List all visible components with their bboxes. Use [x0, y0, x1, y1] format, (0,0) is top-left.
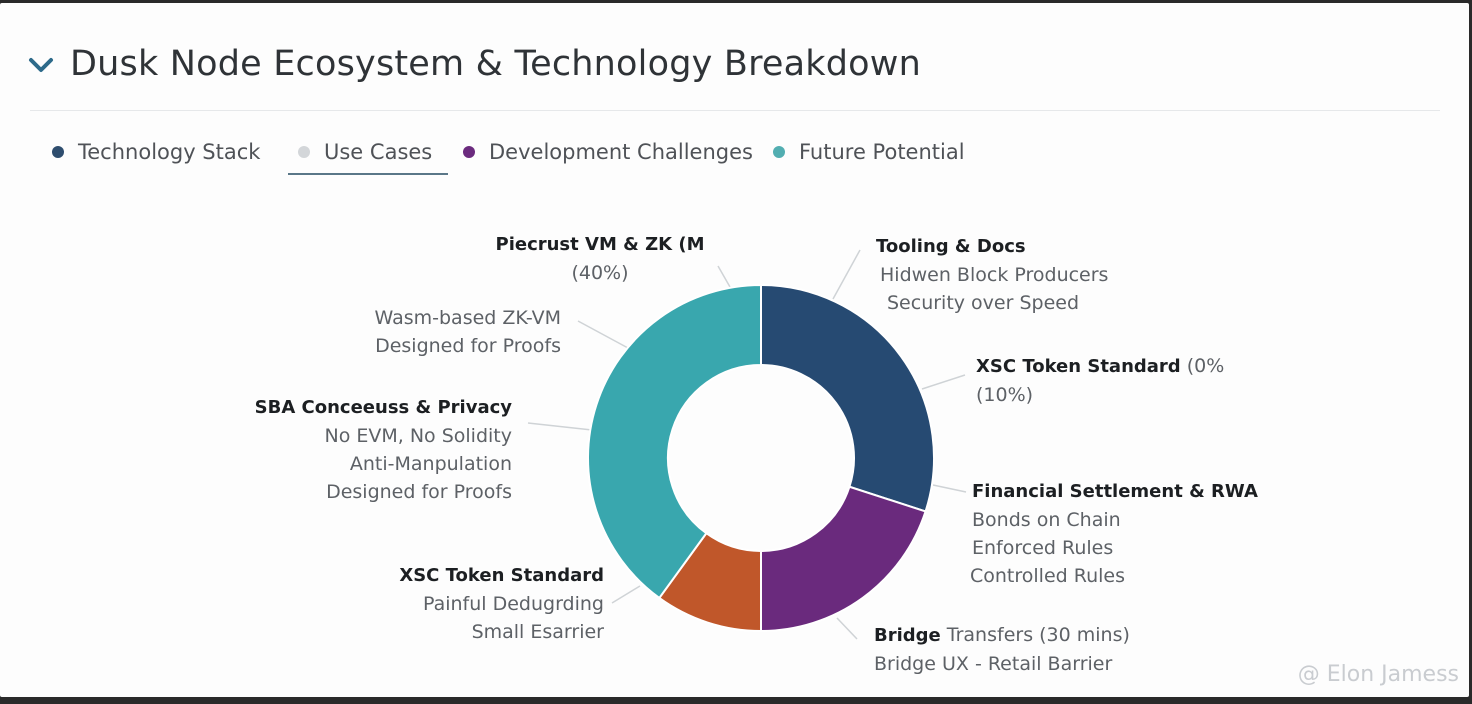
leader-line: [832, 249, 861, 300]
label-title: XSC Token Standard: [976, 356, 1181, 377]
label-title: Bridge: [874, 625, 941, 646]
leader-line: [932, 484, 967, 493]
label-financial: Financial Settlement & RWA Bonds on Chai…: [970, 478, 1258, 590]
tab-label: Use Cases: [324, 140, 433, 164]
divider: [30, 110, 1440, 111]
label-line: Bridge UX - Retail Barrier: [874, 653, 1113, 675]
leader-line: [921, 374, 966, 390]
tab-development-challenges[interactable]: Development Challenges: [463, 131, 753, 173]
label-title: Tooling & Docs: [876, 236, 1026, 257]
leader-lines: [527, 249, 967, 640]
label-suffix: (0%: [1180, 355, 1225, 377]
donut-slice: [587, 283, 762, 600]
tab-label: Technology Stack: [78, 140, 261, 164]
slices: [587, 283, 935, 633]
label-line: Hidwen Block Producers: [880, 264, 1109, 286]
tab-label: Future Potential: [799, 140, 965, 164]
label-title: Financial Settlement & RWA: [972, 481, 1258, 502]
donut-slice: [760, 283, 935, 513]
label-line: Controlled Rules: [970, 565, 1126, 587]
label-title: SBA Conceeuss & Privacy: [254, 397, 512, 418]
label-xsc-right: XSC Token Standard (0% (10%): [976, 352, 1224, 409]
label-line: Designed for Proofs: [326, 481, 512, 503]
label-line: No EVM, No Solidity: [324, 425, 512, 447]
donut-slice: [760, 485, 927, 633]
leader-line: [611, 585, 641, 604]
label-wasm: Wasm-based ZK-VM Designed for Proofs: [375, 304, 561, 360]
donut-chart: [527, 249, 967, 640]
leader-line: [527, 422, 593, 431]
page-title: Dusk Node Ecosystem & Technology Breakdo…: [70, 44, 921, 84]
chart-card: Dusk Node Ecosystem & Technology Breakdo…: [0, 3, 1469, 697]
label-line: Small Esarrier: [471, 621, 604, 643]
leader-line: [577, 320, 629, 349]
label-percent: (40%): [571, 262, 629, 284]
label-line: Anti-Manpulation: [349, 453, 512, 475]
tab-dot: [298, 146, 310, 158]
tab-label: Development Challenges: [489, 140, 753, 164]
tab-dot: [52, 146, 64, 158]
label-line: Bonds on Chain: [972, 509, 1121, 531]
tab-dot: [463, 146, 475, 158]
tab-technology-stack[interactable]: Technology Stack: [52, 131, 260, 173]
label-line: Enforced Rules: [972, 537, 1114, 559]
label-line: Wasm-based ZK-VM: [374, 307, 561, 329]
label-title: Piecrust VM & ZK (M: [495, 234, 705, 255]
label-tooling: Tooling & Docs Hidwen Block Producers Se…: [876, 233, 1108, 317]
chevron-down-icon[interactable]: [28, 55, 54, 75]
label-sba: SBA Conceeuss & Privacy No EVM, No Solid…: [255, 394, 512, 506]
label-title: XSC Token Standard: [399, 565, 604, 586]
label-suffix: Transfers (30 mins): [940, 624, 1130, 646]
label-line: Security over Speed: [887, 292, 1080, 314]
label-bridge: Bridge Transfers (30 mins) Bridge UX - R…: [874, 621, 1130, 678]
label-xsc-left: XSC Token Standard Painful Dedugrding Sm…: [399, 562, 604, 646]
label-piecrust: Piecrust VM & ZK (M (40%): [480, 231, 720, 287]
tab-dot: [773, 146, 785, 158]
leader-line: [717, 265, 731, 288]
label-line: Designed for Proofs: [375, 335, 561, 357]
label-line: Painful Dedugrding: [422, 593, 604, 615]
label-percent: (10%): [976, 384, 1034, 406]
leader-line: [836, 617, 858, 640]
tab-use-cases[interactable]: Use Cases: [288, 131, 449, 175]
tab-future-potential[interactable]: Future Potential: [773, 131, 965, 173]
watermark: @ Elon Jamess: [1297, 662, 1459, 687]
